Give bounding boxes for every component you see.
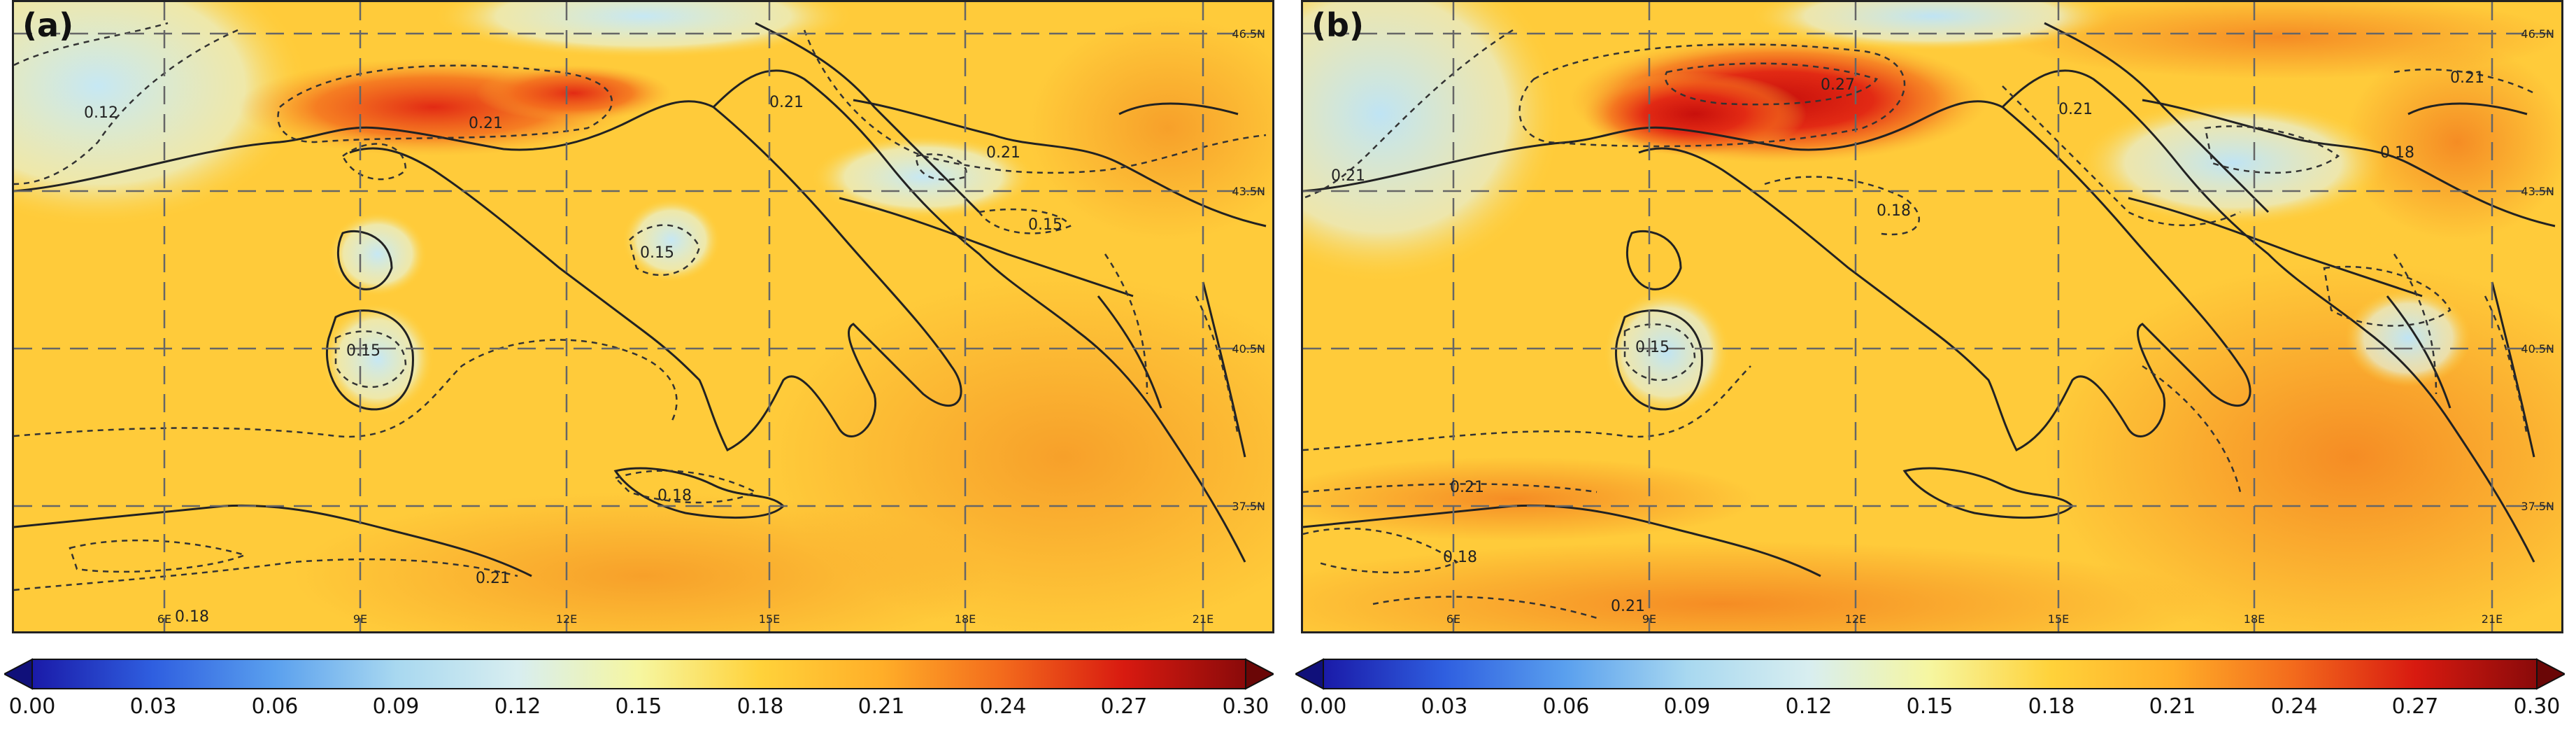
contour-label: 0.21 — [476, 570, 510, 587]
contour-label: 0.18 — [657, 487, 692, 505]
colorbar-tick: 0.21 — [2149, 694, 2196, 719]
map-frame-a: 0.12 0.21 0.21 0.21 0.15 0.15 0.15 0.18 … — [12, 0, 1274, 633]
lat-label: 40.5N — [1232, 342, 1265, 356]
colorbar-bar — [1293, 658, 2567, 690]
lon-label: 9E — [1642, 612, 1657, 626]
lat-label: 37.5N — [2521, 500, 2554, 513]
contour-label: 0.21 — [2450, 69, 2484, 87]
contour-label: 0.18 — [2380, 144, 2414, 162]
contour-label: 0.15 — [1028, 216, 1062, 234]
lon-label: 6E — [1446, 612, 1461, 626]
lon-label: 12E — [1844, 612, 1867, 626]
colorbar-tick: 0.03 — [1421, 694, 1468, 719]
lon-label: 21E — [1192, 612, 1214, 626]
contour-label: 0.18 — [1877, 202, 1911, 220]
lat-label: 43.5N — [1232, 185, 1265, 198]
lon-label: 18E — [2243, 612, 2265, 626]
lon-label: 15E — [2047, 612, 2070, 626]
panel-label: (a) — [22, 6, 74, 44]
colorbar-tick: 0.18 — [2028, 694, 2075, 719]
colorbar-tick: 0.12 — [494, 694, 541, 719]
colorbar-tick: 0.30 — [1222, 694, 1269, 719]
colorbar-tick: 0.27 — [2391, 694, 2439, 719]
lat-label: 46.5N — [1232, 27, 1265, 41]
colorbar-tick: 0.18 — [736, 694, 784, 719]
lon-label: 9E — [353, 612, 368, 626]
contour-label: 0.21 — [769, 94, 804, 111]
contour-label: 0.15 — [1635, 339, 1670, 356]
contour-label: 0.21 — [469, 115, 503, 132]
lon-label: 15E — [758, 612, 781, 626]
map-frame-b: 0.27 0.21 0.21 0.18 0.18 0.15 0.21 0.18 … — [1301, 0, 2563, 633]
colorbar-tick: 0.24 — [2270, 694, 2318, 719]
contour-label: 0.21 — [1450, 479, 1484, 496]
map-a: 0.12 0.21 0.21 0.21 0.15 0.15 0.15 0.18 … — [14, 2, 1272, 631]
colorbar-b: 0.00 0.03 0.06 0.09 0.12 0.15 0.18 0.21 … — [1293, 658, 2567, 728]
contour-label: 0.27 — [1821, 76, 1855, 94]
lat-label: 37.5N — [1232, 500, 1265, 513]
colorbar-a: 0.00 0.03 0.06 0.09 0.12 0.15 0.18 0.21 … — [2, 658, 1276, 728]
colorbar-tick: 0.15 — [1906, 694, 1954, 719]
colorbar-tick: 0.09 — [1663, 694, 1711, 719]
lat-label: 46.5N — [2521, 27, 2554, 41]
contour-label: 0.21 — [1331, 167, 1365, 185]
contour-label: 0.21 — [2058, 101, 2093, 118]
colorbar-tick: 0.09 — [372, 694, 420, 719]
contour-label: 0.12 — [84, 104, 118, 122]
contour-label: 0.15 — [346, 342, 380, 360]
colorbar-tick: 0.12 — [1785, 694, 1833, 719]
lon-label: 6E — [157, 612, 172, 626]
contour-label: 0.21 — [986, 144, 1020, 162]
panel-label: (b) — [1311, 6, 1364, 44]
contour-label: 0.18 — [1443, 549, 1477, 566]
contour-label: 0.21 — [1611, 598, 1645, 615]
colorbar-tick: 0.06 — [251, 694, 299, 719]
colorbar-tick: 0.24 — [979, 694, 1027, 719]
colorbar-tick: 0.15 — [615, 694, 662, 719]
map-b: 0.27 0.21 0.21 0.18 0.18 0.15 0.21 0.18 … — [1303, 2, 2561, 631]
contour-label: 0.15 — [640, 244, 674, 262]
lon-label: 21E — [2481, 612, 2503, 626]
lon-label: 18E — [954, 612, 976, 626]
colorbar-tick: 0.00 — [1300, 694, 1347, 719]
colorbar-tick: 0.27 — [1100, 694, 1148, 719]
lon-label: 12E — [555, 612, 578, 626]
colorbar-tick: 0.30 — [2513, 694, 2561, 719]
contour-label: 0.18 — [175, 608, 209, 626]
lat-label: 40.5N — [2521, 342, 2554, 356]
colorbar-bar — [2, 658, 1276, 690]
colorbar-tick: 0.00 — [8, 694, 56, 719]
colorbar-tick: 0.03 — [129, 694, 177, 719]
colorbar-tick: 0.21 — [858, 694, 905, 719]
lat-label: 43.5N — [2521, 185, 2554, 198]
colorbar-tick: 0.06 — [1542, 694, 1590, 719]
